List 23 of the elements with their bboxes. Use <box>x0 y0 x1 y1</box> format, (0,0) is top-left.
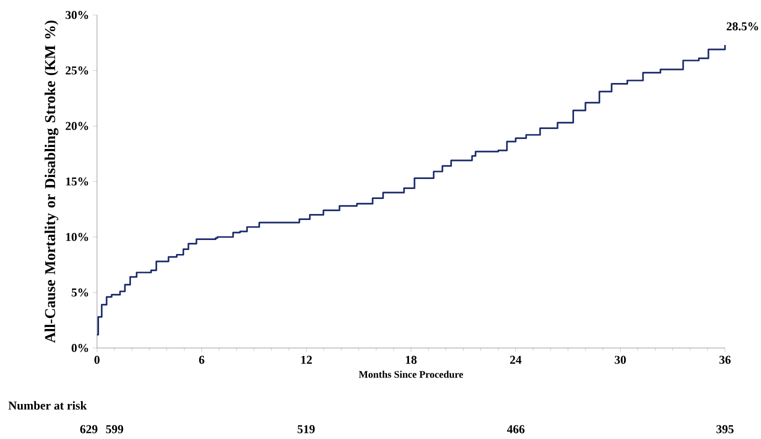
y-tick-label: 5% <box>72 288 88 297</box>
x-tick-label: 36 <box>719 356 731 364</box>
x-tick-label: 6 <box>199 356 204 364</box>
x-tick-label: 12 <box>301 356 312 364</box>
x-tick-label: 0 <box>94 356 100 364</box>
y-tick-label: 25% <box>66 66 88 75</box>
text: 466 <box>507 425 525 434</box>
y-tick-label: 10% <box>66 232 88 242</box>
text: Number at risk <box>8 401 87 410</box>
y-tick-label: 0% <box>72 344 88 352</box>
text: 519 <box>298 425 315 434</box>
x-tick-label: 18 <box>406 356 417 364</box>
x-tick-label: 24 <box>510 356 522 364</box>
text: 395 <box>716 425 734 434</box>
x-tick-label: 30 <box>614 356 626 364</box>
text: 599 <box>106 425 124 434</box>
text: 629 <box>80 425 98 434</box>
y-axis-title: All-Cause Mortality or Disabling Stroke (KM %) <box>44 20 58 343</box>
y-tick-label: 15% <box>66 177 88 186</box>
y-tick-label: 30% <box>66 10 88 20</box>
text: 28.5% <box>726 22 758 30</box>
x-axis-title: Months Since Procedure <box>358 370 464 378</box>
y-tick-label: 20% <box>66 122 88 130</box>
